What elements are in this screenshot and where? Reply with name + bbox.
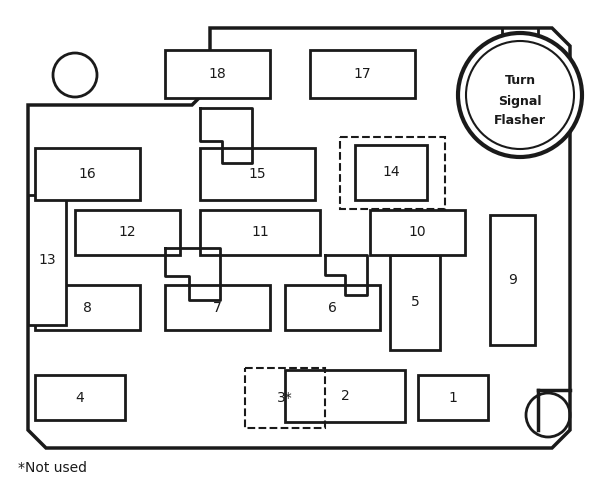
- Text: 6: 6: [328, 300, 337, 314]
- Circle shape: [458, 33, 582, 157]
- Text: 11: 11: [251, 226, 269, 240]
- Text: 7: 7: [213, 300, 222, 314]
- Bar: [245, 368, 325, 428]
- Bar: [418, 375, 488, 420]
- Bar: [165, 285, 270, 330]
- Bar: [370, 210, 465, 255]
- Text: Signal: Signal: [498, 95, 542, 108]
- Text: 5: 5: [410, 296, 419, 310]
- Text: 3*: 3*: [277, 391, 293, 405]
- Bar: [285, 285, 380, 330]
- Text: 17: 17: [353, 67, 371, 81]
- Bar: [390, 255, 440, 350]
- Text: 15: 15: [248, 167, 266, 181]
- Bar: [35, 148, 140, 200]
- Text: 13: 13: [38, 253, 56, 267]
- Bar: [28, 195, 66, 325]
- Text: 1: 1: [449, 391, 457, 405]
- Bar: [200, 210, 320, 255]
- Bar: [490, 215, 535, 345]
- Text: 8: 8: [83, 300, 92, 314]
- Bar: [200, 148, 315, 200]
- Bar: [75, 210, 180, 255]
- Bar: [355, 145, 427, 200]
- Bar: [35, 285, 140, 330]
- Text: 12: 12: [119, 226, 136, 240]
- Text: 4: 4: [76, 391, 85, 405]
- Text: 18: 18: [209, 67, 226, 81]
- Bar: [340, 137, 445, 209]
- Text: 2: 2: [341, 389, 349, 403]
- Bar: [285, 370, 405, 422]
- Text: Turn: Turn: [505, 74, 536, 87]
- Text: 10: 10: [409, 226, 427, 240]
- Text: 9: 9: [508, 273, 517, 287]
- Text: 16: 16: [79, 167, 97, 181]
- Text: 14: 14: [382, 166, 400, 180]
- Text: *Not used: *Not used: [18, 461, 87, 475]
- Text: Flasher: Flasher: [494, 115, 546, 128]
- Bar: [35, 375, 125, 420]
- Bar: [165, 50, 270, 98]
- Bar: [310, 50, 415, 98]
